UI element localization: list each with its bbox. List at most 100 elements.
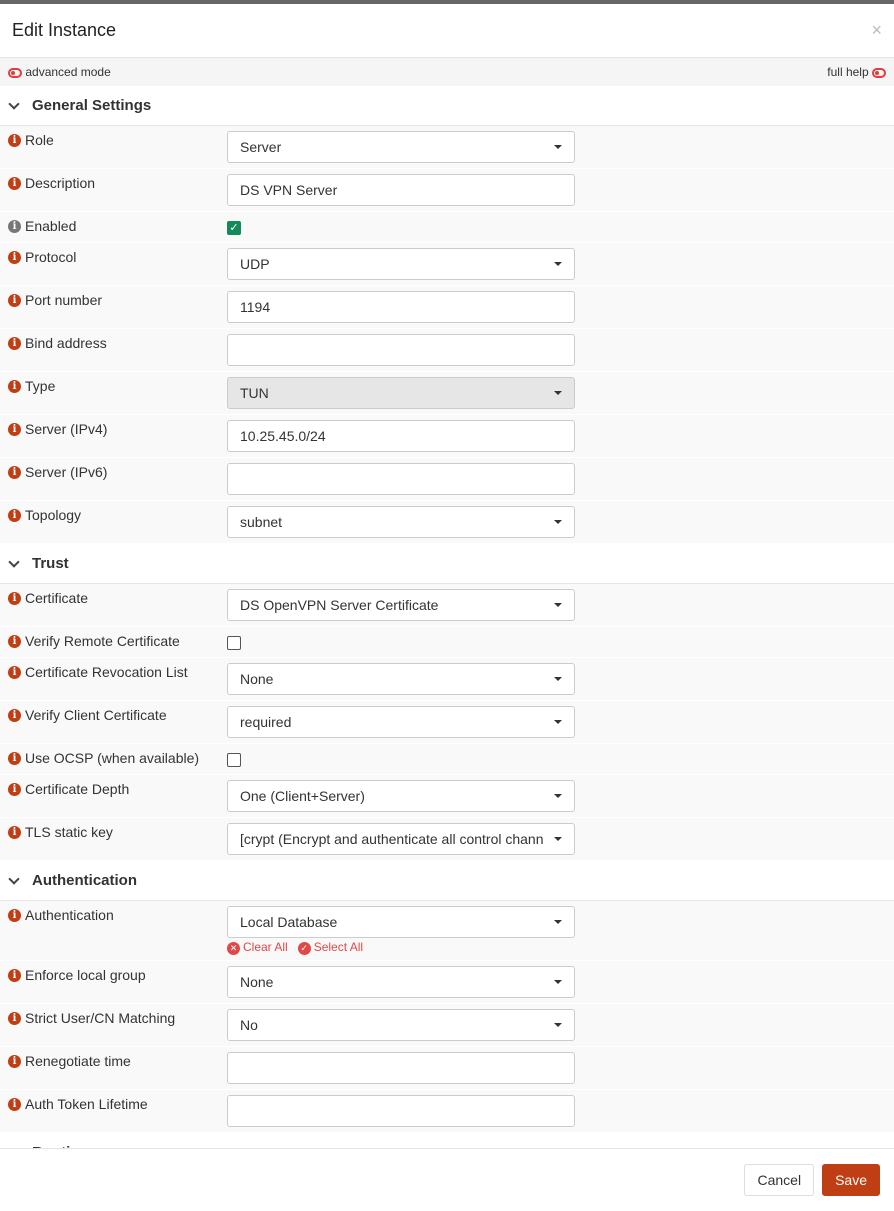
info-icon[interactable]: i <box>8 466 21 479</box>
field-label: i Protocol <box>8 248 227 280</box>
certificate-value: DS OpenVPN Server Certificate <box>240 597 439 613</box>
protocol-select[interactable]: UDP <box>227 248 575 280</box>
info-icon[interactable]: i <box>8 666 21 679</box>
form-row-enforce-local-group: i Enforce local group None <box>0 961 894 1004</box>
port-number-label: Port number <box>25 292 103 308</box>
info-icon[interactable]: i <box>8 1098 21 1111</box>
field-control: TUN <box>227 377 575 409</box>
form-row-topology: i Topology subnet <box>0 501 894 544</box>
section-header[interactable]: Trust <box>0 544 894 584</box>
strict-user-cn-matching-select[interactable]: No <box>227 1009 575 1041</box>
certificate-select[interactable]: DS OpenVPN Server Certificate <box>227 589 575 621</box>
info-icon[interactable]: i <box>8 783 21 796</box>
topology-select[interactable]: subnet <box>227 506 575 538</box>
cancel-button[interactable]: Cancel <box>744 1164 815 1196</box>
renegotiate-time-input[interactable] <box>227 1052 575 1084</box>
info-icon[interactable]: i <box>8 1012 21 1025</box>
authentication-select[interactable]: Local Database <box>227 906 575 938</box>
role-select[interactable]: Server <box>227 131 575 163</box>
form-row-use-ocsp-when-available: i Use OCSP (when available) <box>0 744 894 775</box>
advanced-mode-toggle[interactable]: advanced mode <box>8 65 111 79</box>
tls-static-key-select[interactable]: [crypt (Encrypt and authenticate all con… <box>227 823 575 855</box>
field-label: i Strict User/CN Matching <box>8 1009 227 1041</box>
tls-static-key-label: TLS static key <box>25 824 113 840</box>
use-ocsp-when-available-checkbox[interactable] <box>227 753 241 767</box>
close-icon[interactable]: × <box>871 20 882 40</box>
field-label: i Bind address <box>8 334 227 366</box>
type-label: Type <box>25 378 56 394</box>
toggle-icon <box>8 67 22 78</box>
enforce-local-group-select[interactable]: None <box>227 966 575 998</box>
server-ipv4-input[interactable]: 10.25.45.0/24 <box>227 420 575 452</box>
select-links: ✕ Clear All ✓ Select All <box>227 940 575 955</box>
info-icon[interactable]: i <box>8 909 21 922</box>
info-icon[interactable]: i <box>8 380 21 393</box>
field-label: i Type <box>8 377 227 409</box>
verify-client-certificate-select[interactable]: required <box>227 706 575 738</box>
tls-static-key-value: [crypt (Encrypt and authenticate all con… <box>240 831 544 847</box>
info-icon[interactable]: i <box>8 752 21 765</box>
certificate-label: Certificate <box>25 590 89 606</box>
enabled-checkbox[interactable]: ✓ <box>227 221 241 235</box>
field-control: [crypt (Encrypt and authenticate all con… <box>227 823 575 855</box>
form-row-port-number: i Port number 1194 <box>0 286 894 329</box>
form-row-protocol: i Protocol UDP <box>0 243 894 286</box>
server-ipv6-label: Server (IPv6) <box>25 464 108 480</box>
caret-down-icon <box>554 1023 562 1027</box>
info-icon[interactable]: i <box>8 251 21 264</box>
field-label: i Auth Token Lifetime <box>8 1095 227 1127</box>
section-header[interactable]: Authentication <box>0 861 894 901</box>
dialog-header: Edit Instance × <box>0 4 894 58</box>
use-ocsp-when-available-label: Use OCSP (when available) <box>25 750 200 766</box>
info-icon[interactable]: i <box>8 635 21 648</box>
verify-client-certificate-label: Verify Client Certificate <box>25 707 167 723</box>
info-icon[interactable]: i <box>8 592 21 605</box>
info-icon[interactable]: i <box>8 509 21 522</box>
description-input[interactable]: DS VPN Server <box>227 174 575 206</box>
caret-down-icon <box>554 920 562 924</box>
info-icon[interactable]: i <box>8 220 21 233</box>
port-number-input[interactable]: 1194 <box>227 291 575 323</box>
section-header[interactable]: Routing <box>0 1133 894 1148</box>
check-circle-icon: ✓ <box>297 942 311 955</box>
info-icon[interactable]: i <box>8 294 21 307</box>
certificate-depth-label: Certificate Depth <box>25 781 130 797</box>
info-icon[interactable]: i <box>8 423 21 436</box>
certificate-revocation-list-select[interactable]: None <box>227 663 575 695</box>
info-icon[interactable]: i <box>8 969 21 982</box>
certificate-revocation-list-value: None <box>240 671 274 687</box>
auth-token-lifetime-input[interactable] <box>227 1095 575 1127</box>
certificate-depth-value: One (Client+Server) <box>240 788 365 804</box>
field-control <box>227 1095 575 1127</box>
server-ipv6-input[interactable] <box>227 463 575 495</box>
field-control: None <box>227 663 575 695</box>
chevron-down-icon <box>8 872 20 885</box>
info-icon[interactable]: i <box>8 826 21 839</box>
select-all-link[interactable]: ✓ Select All <box>297 940 364 955</box>
clear-all-link[interactable]: ✕ Clear All <box>227 940 288 955</box>
description-label: Description <box>25 175 96 191</box>
type-select: TUN <box>227 377 575 409</box>
link-label: Select All <box>313 940 364 954</box>
verify-remote-certificate-checkbox[interactable] <box>227 636 241 650</box>
chevron-down-icon <box>8 97 20 110</box>
bind-address-input[interactable] <box>227 334 575 366</box>
certificate-depth-select[interactable]: One (Client+Server) <box>227 780 575 812</box>
info-icon[interactable]: i <box>8 337 21 350</box>
field-control: ✓ <box>227 217 575 237</box>
dialog-title: Edit Instance <box>12 20 117 40</box>
save-button[interactable]: Save <box>822 1164 880 1196</box>
field-control: One (Client+Server) <box>227 780 575 812</box>
info-icon[interactable]: i <box>8 1055 21 1068</box>
info-icon[interactable]: i <box>8 709 21 722</box>
topology-label: Topology <box>25 507 82 523</box>
top-border <box>0 0 894 4</box>
info-icon[interactable]: i <box>8 177 21 190</box>
dialog-body[interactable]: advanced mode full help General Settings… <box>0 58 894 1148</box>
info-icon[interactable]: i <box>8 134 21 147</box>
protocol-label: Protocol <box>25 249 77 265</box>
field-control <box>227 1052 575 1084</box>
full-help-toggle[interactable]: full help <box>827 65 886 79</box>
field-label: i Use OCSP (when available) <box>8 749 227 769</box>
section-header[interactable]: General Settings <box>0 86 894 126</box>
